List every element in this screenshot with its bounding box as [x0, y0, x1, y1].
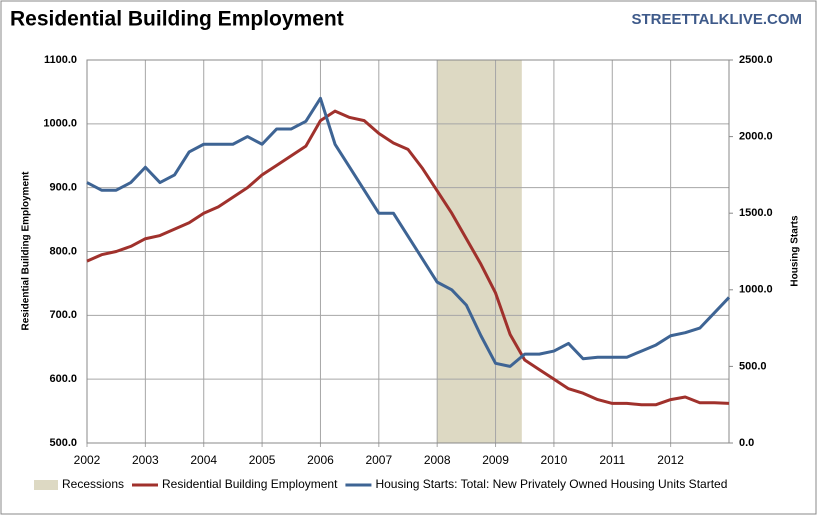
y2-axis-label: Housing Starts: [790, 215, 801, 287]
y-axis-label: Residential Building Employment: [21, 171, 32, 331]
y-tick-label: 500.0: [49, 437, 77, 449]
x-tick-label: 2010: [541, 453, 568, 467]
y-tick-label: 700.0: [49, 309, 77, 321]
x-tick-label: 2007: [365, 453, 392, 467]
legend-label: Housing Starts: Total: New Privately Own…: [375, 477, 727, 491]
x-tick-label: 2004: [190, 453, 217, 467]
x-tick-label: 2006: [307, 453, 334, 467]
series-line: [86, 96, 731, 368]
legend-label: Recessions: [62, 477, 124, 491]
y-tick-label: 600.0: [49, 373, 77, 385]
y2-tick-label: 1500.0: [739, 207, 773, 219]
x-tick-label: 2012: [657, 453, 684, 467]
x-tick-label: 2003: [132, 453, 159, 467]
series-line: [86, 109, 730, 407]
chart-title: Residential Building Employment: [10, 8, 344, 31]
y-tick-label: 1100.0: [44, 54, 77, 66]
x-tick-label: 2009: [482, 453, 509, 467]
x-tick-label: 2008: [424, 453, 451, 467]
y2-tick-label: 0.0: [739, 437, 754, 449]
y2-tick-label: 500.0: [739, 360, 767, 372]
plot-border: [86, 59, 730, 444]
y2-tick-label: 2500.0: [739, 54, 773, 66]
x-tick-label: 2002: [74, 453, 101, 467]
legend-swatch: [34, 480, 58, 490]
source: STREETTALKLIVE.COM: [631, 11, 802, 28]
x-tick-label: 2011: [599, 453, 625, 467]
y-tick-label: 1000.0: [43, 118, 77, 130]
x-tick-label: 2005: [249, 453, 276, 467]
y2-tick-label: 1000.0: [739, 284, 773, 296]
y-tick-label: 900.0: [49, 182, 77, 194]
y2-tick-label: 2000.0: [739, 131, 773, 143]
y-tick-label: 800.0: [49, 245, 77, 257]
legend-label: Residential Building Employment: [162, 477, 338, 491]
